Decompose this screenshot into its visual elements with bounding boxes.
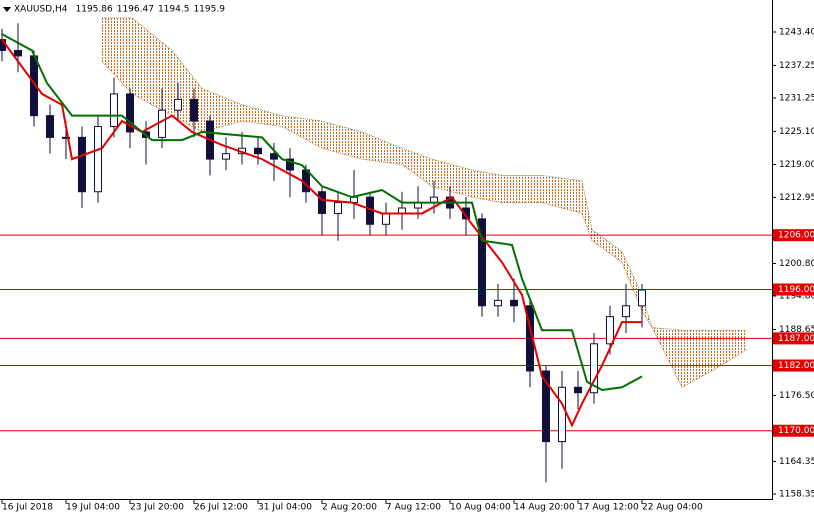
candle-body: [286, 158, 294, 171]
ohlc-value: 1195.9: [193, 5, 225, 15]
candle-body: [46, 115, 54, 138]
level-label-box: [773, 424, 814, 437]
y-tick-label: 1237.25: [779, 61, 814, 71]
cloud-span-a: [102, 17, 747, 331]
candle-body: [478, 218, 486, 307]
cloud-fill: [102, 17, 747, 388]
level-label: 1206.00: [778, 231, 814, 241]
y-tick-label: 1243.40: [779, 27, 814, 37]
candle-body: [558, 386, 566, 443]
candle-body: [126, 93, 134, 133]
candle-body: [494, 299, 502, 307]
candle-body: [334, 202, 342, 214]
candle-body: [606, 316, 614, 345]
y-tick-label: 1188.65: [779, 325, 814, 335]
y-tick-label: 1164.35: [779, 457, 814, 467]
x-tick-label: 31 Jul 04:00: [258, 503, 312, 513]
ohlc-value: 1196.47: [117, 5, 154, 15]
candle-body: [510, 299, 518, 307]
level-label-box: [773, 359, 814, 372]
indicator-line: [1, 39, 642, 428]
candle-body: [638, 289, 646, 307]
x-tick-label: 26 Jul 12:00: [194, 503, 248, 513]
candle-body: [590, 343, 598, 394]
x-tick-label: 23 Jul 20:00: [130, 503, 184, 513]
candle-body: [382, 212, 390, 225]
level-label-box: [773, 332, 814, 345]
candle-body: [158, 109, 166, 138]
candle-body: [222, 153, 230, 160]
y-tick-label: 1158.35: [779, 490, 814, 500]
y-tick-label: 1219.00: [779, 160, 814, 170]
y-tick-label: 1212.95: [779, 193, 814, 203]
candle-body: [542, 370, 550, 443]
level-label: 1170.00: [778, 426, 814, 436]
x-tick-label: 14 Aug 20:00: [514, 503, 575, 513]
x-tick-label: 10 Aug 04:00: [450, 503, 511, 513]
candle-body: [190, 98, 198, 122]
level-label-box: [773, 283, 814, 296]
candle-body: [62, 136, 70, 139]
x-tick-label: 17 Aug 12:00: [578, 503, 639, 513]
level-label: 1182.00: [778, 361, 814, 371]
candle-body: [110, 93, 118, 128]
level-label: 1196.00: [778, 285, 814, 295]
symbol: XAUUSD,H4: [14, 5, 68, 15]
y-tick-label: 1176.50: [779, 391, 814, 401]
candle-body: [78, 136, 86, 193]
level-label: 1187.00: [778, 334, 814, 344]
candle-body: [94, 126, 102, 193]
y-tick-label: 1231.25: [779, 94, 814, 104]
candle-body: [318, 191, 326, 214]
menu-triangle: [3, 7, 11, 12]
candle-body: [270, 153, 278, 160]
x-tick-label: 2 Aug 20:00: [322, 503, 377, 513]
x-tick-label: 19 Jul 04:00: [66, 503, 120, 513]
x-tick-label: 22 Aug 04:00: [642, 503, 703, 513]
candle-body: [622, 305, 630, 318]
candle-body: [254, 147, 262, 155]
candle-body: [174, 98, 182, 111]
level-label-box: [773, 229, 814, 242]
x-tick-label: 16 Jul 2018: [2, 503, 53, 513]
x-tick-label: 7 Aug 12:00: [386, 503, 441, 513]
ohlc-value: 1194.5: [158, 5, 190, 15]
candle-body: [462, 207, 470, 220]
ohlc-value: 1195.86: [76, 5, 113, 15]
y-tick-label: 1225.10: [779, 127, 814, 137]
candle-body: [14, 49, 22, 57]
y-tick-label: 1194.80: [779, 292, 814, 302]
indicator-line: [1, 33, 643, 392]
candle-body: [574, 386, 582, 394]
header: XAUUSD,H4: [14, 5, 68, 15]
y-tick-label: 1200.80: [779, 259, 814, 269]
